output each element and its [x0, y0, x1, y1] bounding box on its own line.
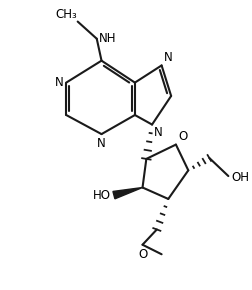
Text: N: N: [164, 52, 172, 64]
Text: O: O: [179, 130, 188, 143]
Text: N: N: [55, 76, 63, 89]
Text: CH₃: CH₃: [55, 8, 77, 21]
Text: NH: NH: [99, 32, 116, 45]
Polygon shape: [113, 188, 143, 199]
Text: OH: OH: [231, 171, 249, 184]
Text: O: O: [138, 248, 147, 261]
Text: N: N: [154, 126, 163, 139]
Text: HO: HO: [93, 188, 111, 202]
Text: N: N: [97, 137, 106, 150]
